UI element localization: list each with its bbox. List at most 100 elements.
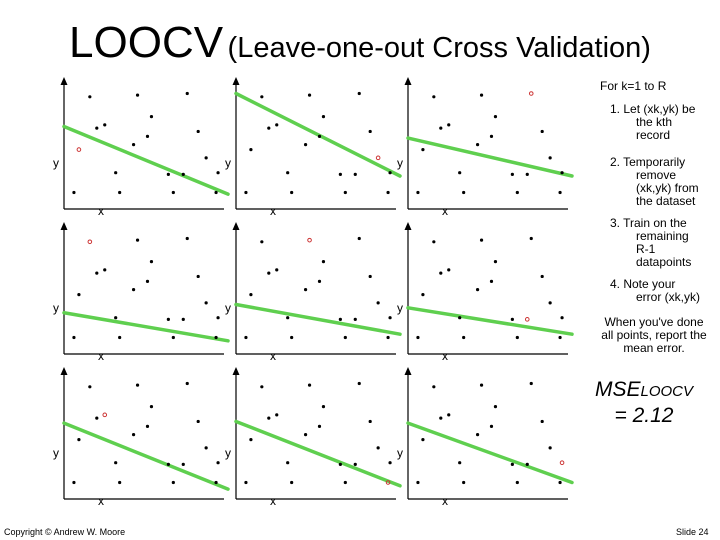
x-axis-label: x <box>270 494 276 508</box>
data-point <box>421 438 425 442</box>
data-point <box>249 293 253 297</box>
data-point <box>260 385 264 389</box>
fit-line <box>62 311 230 343</box>
held-out-point <box>524 317 530 322</box>
data-point <box>114 461 118 465</box>
y-axis-label: y <box>53 156 59 170</box>
y-axis-label: y <box>53 301 59 315</box>
data-point <box>135 238 140 242</box>
data-point <box>376 446 380 450</box>
data-point <box>131 433 136 437</box>
data-point <box>479 383 484 387</box>
data-point <box>145 424 150 428</box>
y-axis-label: y <box>397 156 403 170</box>
data-point <box>529 381 533 386</box>
data-point <box>548 156 552 160</box>
data-point <box>388 461 392 465</box>
data-point <box>95 271 99 275</box>
data-point <box>558 335 562 340</box>
y-axis-arrow <box>232 367 240 375</box>
procedure-text: For k=1 to R 1. Let (xk,yk) be the kth r… <box>600 80 712 355</box>
data-point <box>540 419 544 424</box>
data-point <box>353 462 357 466</box>
mse-prefix: MSE <box>594 378 641 401</box>
data-point <box>416 480 420 485</box>
data-point <box>303 143 308 147</box>
data-point <box>290 335 294 340</box>
data-point <box>290 480 294 485</box>
x-axis-label: x <box>442 204 448 218</box>
data-point <box>548 446 552 450</box>
data-point <box>171 335 175 340</box>
data-point <box>386 335 390 340</box>
x-axis-label: x <box>442 494 448 508</box>
data-point <box>260 95 264 99</box>
data-point <box>307 93 312 97</box>
data-point <box>103 123 107 127</box>
data-point <box>416 335 420 340</box>
data-point <box>275 123 279 127</box>
data-point <box>216 316 220 320</box>
data-point <box>286 171 290 175</box>
data-point <box>421 148 425 152</box>
data-point <box>216 171 220 175</box>
y-axis-arrow <box>404 222 412 230</box>
data-point <box>317 424 322 428</box>
data-point <box>357 236 361 241</box>
title-main: LOOCV <box>69 18 224 67</box>
data-point <box>489 134 494 138</box>
fit-line <box>406 306 574 336</box>
data-point <box>286 316 290 320</box>
loop-header: For k=1 to R <box>600 79 667 93</box>
held-out-point <box>385 480 391 485</box>
held-out-point <box>559 460 565 466</box>
held-out-point <box>87 239 93 245</box>
data-point <box>515 335 519 340</box>
data-point <box>196 419 200 424</box>
data-point <box>462 480 466 485</box>
copyright: Copyright © Andrew W. Moore <box>4 527 126 537</box>
data-point <box>343 335 347 340</box>
data-point <box>286 461 290 465</box>
data-point <box>479 93 484 97</box>
data-point <box>447 413 451 417</box>
x-axis-label: x <box>98 494 104 508</box>
step-4: 4. Note your error (xk,yk) <box>610 277 700 304</box>
data-point <box>72 190 76 195</box>
y-axis-arrow <box>232 222 240 230</box>
data-point <box>558 480 562 485</box>
y-axis-label: y <box>225 156 231 170</box>
y-axis-arrow <box>60 222 68 230</box>
x-axis-label: x <box>98 204 104 218</box>
y-axis-arrow <box>60 367 68 375</box>
data-point <box>353 172 357 176</box>
data-point <box>475 143 480 147</box>
data-point <box>181 462 185 466</box>
data-point <box>357 91 361 96</box>
data-point <box>149 405 154 409</box>
data-point <box>131 288 136 292</box>
data-point <box>447 123 451 127</box>
data-point <box>88 95 92 99</box>
data-point <box>214 480 218 485</box>
data-point <box>321 115 326 119</box>
data-point <box>267 271 271 275</box>
data-point <box>77 293 81 297</box>
data-point <box>462 190 466 195</box>
data-point <box>525 462 529 466</box>
data-point <box>416 190 420 195</box>
data-point <box>244 335 248 340</box>
data-point <box>510 462 514 466</box>
data-point <box>290 190 294 195</box>
data-point <box>388 316 392 320</box>
data-point <box>249 438 253 442</box>
data-point <box>432 240 436 244</box>
data-point <box>95 416 99 420</box>
data-point <box>185 91 189 96</box>
step-1: 1. Let (xk,yk) be the kth record <box>610 102 696 142</box>
y-axis-arrow <box>232 77 240 85</box>
y-axis-label: y <box>225 301 231 315</box>
data-point <box>529 236 533 241</box>
mse-result: MSELOOCV = 2.12 <box>584 378 704 428</box>
held-out-point <box>307 237 312 243</box>
